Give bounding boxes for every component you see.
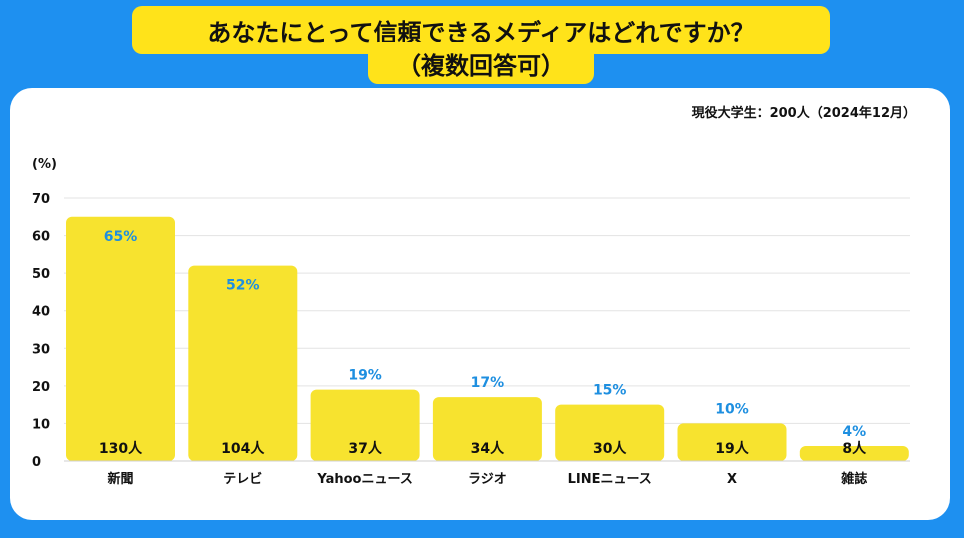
bar xyxy=(66,216,175,461)
data-label-percent: 52% xyxy=(226,278,260,294)
x-tick-label: Yahooニュース xyxy=(316,472,412,487)
data-label-count: 30人 xyxy=(593,440,627,457)
bar xyxy=(432,397,542,461)
data-label-count: 37人 xyxy=(348,440,382,457)
x-tick-label: 雑誌 xyxy=(840,471,867,487)
data-label-count: 130人 xyxy=(99,440,143,457)
y-tick-label: 60 xyxy=(32,230,50,245)
data-label-count: 19人 xyxy=(715,440,749,457)
respondents-note: 現役大学生：200人（2024年12月） xyxy=(691,106,916,121)
y-tick-label: 10 xyxy=(32,417,50,432)
y-axis-label: (%) xyxy=(32,157,57,172)
y-tick-label: 20 xyxy=(32,380,50,395)
y-tick-label: 70 xyxy=(32,192,50,207)
data-label-percent: 15% xyxy=(593,383,627,399)
chart-title-line1: あなたにとって信頼できるメディアはどれですか？ xyxy=(207,18,755,47)
bar xyxy=(677,423,787,461)
y-tick-label: 30 xyxy=(32,342,50,357)
y-tick-label: 40 xyxy=(32,305,50,320)
data-label-percent: 19% xyxy=(348,368,382,384)
x-tick-label: X xyxy=(727,472,737,487)
x-tick-label: 新聞 xyxy=(107,471,133,487)
data-label-count: 34人 xyxy=(471,440,505,457)
data-label-percent: 17% xyxy=(471,375,505,391)
y-tick-label: 0 xyxy=(32,455,41,470)
bar xyxy=(555,404,665,461)
data-label-count: 8人 xyxy=(842,440,867,457)
data-label-percent: 4% xyxy=(842,424,866,440)
x-tick-label: テレビ xyxy=(223,471,262,487)
bar xyxy=(310,389,420,461)
data-label-percent: 65% xyxy=(104,229,138,245)
data-label-percent: 10% xyxy=(715,401,749,417)
x-tick-label: ラジオ xyxy=(468,472,507,487)
x-tick-label: LINEニュース xyxy=(568,472,652,487)
data-label-count: 104人 xyxy=(221,440,265,457)
bar xyxy=(799,445,909,461)
bar xyxy=(188,265,298,461)
chart-title-line2: （複数回答可） xyxy=(397,51,565,80)
title-banner-sub: （複数回答可） xyxy=(368,42,594,84)
y-tick-label: 50 xyxy=(32,267,50,282)
